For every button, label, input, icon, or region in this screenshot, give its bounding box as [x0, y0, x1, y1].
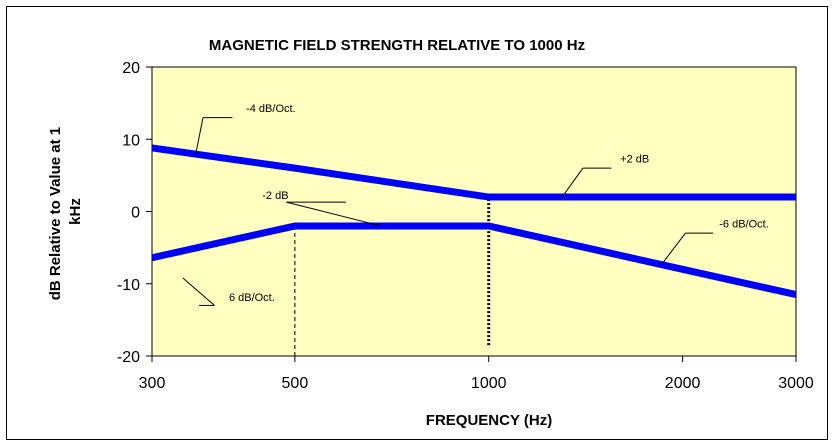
x-tick-label: 300 — [139, 375, 166, 392]
annotation-label: -4 dB/Oct. — [246, 103, 296, 115]
y-axis-title-line-1: dB Relative to Value at 1 — [47, 127, 64, 300]
x-axis-title: FREQUENCY (Hz) — [426, 412, 552, 429]
x-tick-label: 3000 — [778, 375, 814, 392]
annotation-pointer — [561, 167, 584, 198]
annotation: -6 dB/Oct. — [661, 218, 769, 264]
x-tick-label: 500 — [282, 375, 309, 392]
y-tick-label: -10 — [117, 277, 140, 294]
x-tick-label: 2000 — [665, 375, 701, 392]
annotation: -4 dB/Oct. — [194, 103, 296, 158]
plot-area — [151, 66, 797, 357]
y-axis: 20 10 0 -10 -20 — [117, 60, 152, 366]
y-axis-title: dB Relative to Value at 1 kHz — [47, 123, 84, 301]
annotation-pointer — [286, 201, 381, 227]
series-group — [151, 144, 797, 299]
annotation-pointer — [194, 117, 204, 158]
annotation: +2 dB — [561, 153, 649, 198]
annotation-label: +2 dB — [620, 153, 649, 165]
annotation: -2 dB — [262, 190, 381, 227]
annotation-label: -2 dB — [262, 190, 288, 202]
y-tick-label: -20 — [117, 349, 140, 366]
annotation-label: -6 dB/Oct. — [719, 218, 769, 230]
reference-lines — [294, 193, 491, 356]
series-line-2 — [151, 222, 797, 299]
annotations: -4 dB/Oct. +2 dB -2 dB -6 dB/Oct. 6 dB/Oct. — [182, 103, 769, 306]
annotation-label: 6 dB/Oct. — [229, 292, 275, 304]
y-tick-label: 0 — [131, 205, 140, 222]
chart-title: MAGNETIC FIELD STRENGTH RELATIVE TO 1000… — [209, 37, 585, 54]
series-line-1 — [151, 144, 796, 201]
y-axis-title-line-2: kHz — [67, 198, 84, 225]
x-tick-label: 1000 — [471, 375, 507, 392]
annotation: 6 dB/Oct. — [182, 277, 275, 306]
y-tick-label: 20 — [122, 60, 140, 77]
annotation-pointer — [661, 232, 686, 264]
y-tick-label: 10 — [122, 132, 140, 149]
x-axis: 300 500 1000 2000 3000 — [139, 356, 814, 392]
annotation-pointer — [182, 277, 215, 306]
